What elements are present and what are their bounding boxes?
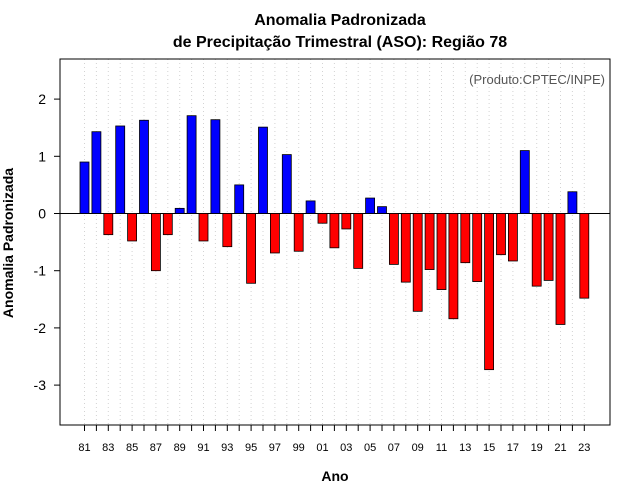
- chart-title: Anomalia Padronizada: [254, 12, 426, 29]
- x-tick-label: 21: [554, 442, 566, 454]
- bar-92: [210, 119, 221, 214]
- x-tick-label: 05: [364, 442, 376, 454]
- x-tick-label: 83: [102, 442, 114, 454]
- bar-95: [246, 213, 257, 284]
- bar-07: [388, 213, 399, 265]
- y-tick-label: -1: [34, 263, 47, 279]
- y-tick-label: 1: [38, 148, 46, 164]
- x-tick-label: 23: [578, 442, 590, 454]
- bar-04: [353, 213, 364, 269]
- bar-90: [186, 115, 197, 214]
- bar-99: [293, 213, 304, 252]
- x-tick-label: 97: [269, 442, 281, 454]
- x-tick-label: 89: [174, 442, 186, 454]
- bar-96: [258, 126, 268, 214]
- bar-16: [496, 213, 506, 256]
- bar-02: [329, 213, 340, 249]
- y-axis-ticks: 2 1 0 -1 -2 -3: [34, 91, 60, 393]
- bar-11: [436, 213, 447, 290]
- bar-23: [579, 213, 590, 299]
- bar-09: [412, 213, 423, 312]
- bar-06: [377, 206, 387, 214]
- x-tick-label: 13: [459, 442, 471, 454]
- x-tick-label: 01: [316, 442, 328, 454]
- bar-88: [162, 213, 173, 236]
- bar-91: [198, 213, 209, 242]
- x-tick-label: 11: [436, 442, 447, 454]
- x-tick-label: 81: [78, 442, 90, 454]
- bar-10: [424, 213, 435, 270]
- plot-area-frame: [59, 58, 611, 426]
- grid-lines: [84, 59, 585, 425]
- x-tick-label: 15: [483, 442, 495, 454]
- bar-05: [365, 197, 376, 214]
- bar-22: [567, 191, 578, 214]
- bar-93: [222, 213, 233, 248]
- bar-19: [531, 213, 542, 287]
- y-tick-label: -2: [34, 320, 47, 336]
- x-tick-label: 09: [412, 442, 424, 454]
- bar-01: [317, 213, 328, 224]
- x-tick-label: 85: [126, 442, 138, 454]
- chart-subtitle: de Precipitação Trimestral (ASO): Região…: [173, 34, 507, 51]
- bar-84: [115, 125, 126, 214]
- product-credit: (Produto:CPTEC/INPE): [469, 72, 605, 87]
- x-axis-label: Ano: [321, 468, 348, 484]
- bar-18: [519, 150, 530, 214]
- bar-82: [91, 131, 102, 214]
- x-tick-label: 17: [507, 442, 519, 454]
- bar-81: [79, 161, 90, 214]
- bar-03: [341, 213, 352, 230]
- bar-13: [460, 213, 471, 264]
- bar-85: [127, 213, 137, 242]
- y-tick-label: 2: [38, 91, 46, 107]
- x-axis-ticks: 81 83 85 87 89 91 93 95 97 99 01 03 05 07 09 11 13 15 17 19…: [78, 425, 590, 454]
- x-tick-label: 87: [150, 442, 162, 454]
- bar-20: [543, 213, 554, 281]
- bar-00: [305, 200, 316, 214]
- y-tick-label: -3: [34, 377, 47, 393]
- bars: [79, 115, 590, 371]
- bar-12: [448, 213, 459, 320]
- bar-86: [139, 119, 149, 214]
- bar-97: [269, 213, 280, 254]
- bar-14: [472, 213, 483, 282]
- bar-89: [174, 207, 185, 214]
- bar-94: [234, 184, 245, 214]
- bar-98: [281, 154, 292, 214]
- bar-08: [400, 213, 411, 283]
- bar-83: [103, 213, 114, 236]
- x-tick-label: 19: [531, 442, 543, 454]
- bar-15: [484, 213, 495, 371]
- x-tick-label: 07: [388, 442, 400, 454]
- y-axis-label: Anomalia Padronizada: [0, 168, 16, 318]
- bar-17: [507, 213, 518, 262]
- x-tick-label: 99: [293, 442, 305, 454]
- x-tick-label: 03: [340, 442, 352, 454]
- bar-87: [150, 213, 161, 272]
- x-tick-label: 91: [197, 442, 209, 454]
- x-tick-label: 95: [245, 442, 257, 454]
- bar-21: [555, 213, 566, 325]
- y-tick-label: 0: [38, 206, 46, 222]
- x-tick-label: 93: [221, 442, 233, 454]
